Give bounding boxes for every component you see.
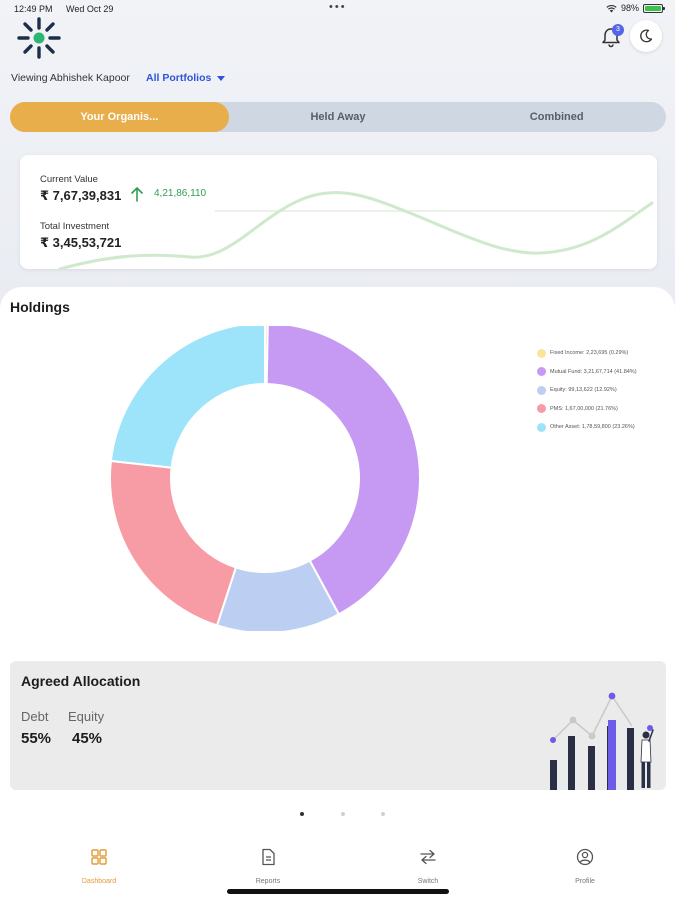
- gain-value: 4,21,86,110: [154, 188, 207, 199]
- person-figure: [640, 729, 654, 788]
- tab-your-organisation[interactable]: Your Organis...: [10, 102, 229, 132]
- battery-percent: 98%: [620, 3, 639, 13]
- page-dot-3[interactable]: [381, 812, 385, 816]
- debt-label: Debt: [21, 709, 49, 724]
- viewing-label: Viewing Abhishek Kapoor: [11, 72, 130, 84]
- battery-fill: [645, 5, 661, 11]
- battery-icon: [643, 3, 665, 13]
- legend-swatch: [537, 422, 546, 432]
- theme-toggle-button[interactable]: [630, 20, 662, 52]
- page-dot-1[interactable]: [300, 812, 304, 816]
- switch-icon: [420, 849, 436, 865]
- home-indicator: [227, 889, 449, 894]
- status-time: 12:49 PM: [14, 4, 53, 14]
- reports-icon: [262, 848, 275, 866]
- legend-item: Fixed Income: 2,23,695 (0.29%): [537, 344, 637, 363]
- total-investment-label: Total Investment: [40, 221, 110, 232]
- status-right: 98%: [606, 3, 665, 13]
- legend-label: PMS: 1,67,00,000 (21.76%): [550, 405, 618, 412]
- debt-value: 55%: [21, 730, 52, 747]
- equity-label: Equity: [68, 709, 105, 724]
- nav-dashboard-label: Dashboard: [81, 878, 117, 885]
- page-dot-2[interactable]: [341, 812, 345, 816]
- legend-label: Equity: 99,13,622 (12.92%): [550, 387, 617, 394]
- nav-switch-label: Switch: [417, 878, 439, 885]
- portfolio-selector-label: All Portfolios: [146, 72, 212, 84]
- nav-switch[interactable]: Switch: [383, 848, 473, 885]
- donut-slice-4[interactable]: [109, 326, 266, 469]
- total-investment-value: ₹ 3,45,53,721: [40, 235, 122, 250]
- nav-reports[interactable]: Reports: [223, 848, 313, 885]
- sparkline-line: [58, 191, 654, 269]
- nav-profile-label: Profile: [575, 878, 595, 885]
- profile-icon: [576, 848, 594, 866]
- nav-dashboard[interactable]: Dashboard: [54, 848, 144, 885]
- legend-label: Other Asset: 1,78,59,800 (23.26%): [550, 424, 635, 431]
- app-logo: [17, 17, 61, 59]
- portfolio-value-card[interactable]: Current Value ₹ 7,67,39,831 4,21,86,110 …: [20, 155, 657, 269]
- agreed-allocation-title: Agreed Allocation: [21, 673, 141, 689]
- dashboard-icon: [91, 849, 107, 865]
- legend-swatch: [537, 404, 546, 414]
- moon-icon: [640, 29, 653, 43]
- legend-item: Equity: 99,13,622 (12.92%): [537, 381, 637, 400]
- page-indicator: [0, 812, 675, 818]
- notification-badge: 3: [612, 24, 624, 36]
- holdings-title: Holdings: [10, 299, 70, 315]
- donut-slice-3[interactable]: [109, 459, 238, 627]
- nav-reports-label: Reports: [255, 878, 281, 885]
- growth-chart-illustration: [550, 692, 654, 790]
- legend-item: Other Asset: 1,78,59,800 (23.26%): [537, 418, 637, 437]
- current-value-label: Current Value: [40, 174, 98, 185]
- value-trend-sparkline: [58, 191, 654, 269]
- portfolio-selector[interactable]: All Portfolios: [146, 72, 226, 84]
- donut-slice-1[interactable]: [265, 326, 421, 616]
- multitasking-dots[interactable]: •••: [329, 1, 347, 13]
- holdings-legend: Fixed Income: 2,23,695 (0.29%) Mutual Fun…: [537, 344, 637, 437]
- status-bar: 12:49 PM Wed Oct 29 ••• 98%: [0, 0, 675, 18]
- bottom-navigation: Dashboard Reports Switch Profile: [0, 848, 675, 900]
- holdings-donut-chart[interactable]: [100, 326, 430, 631]
- legend-label: Fixed Income: 2,23,695 (0.29%): [550, 350, 629, 357]
- legend-item: Mutual Fund: 3,21,67,714 (41.84%): [537, 363, 637, 382]
- nav-profile[interactable]: Profile: [540, 848, 630, 885]
- current-value: ₹ 7,67,39,831: [40, 188, 122, 203]
- legend-swatch: [537, 367, 546, 377]
- legend-swatch: [537, 385, 546, 395]
- portfolio-tabs: Your Organis... Held Away Combined: [10, 102, 666, 132]
- arrow-up-icon: [131, 187, 143, 202]
- legend-swatch: [537, 348, 546, 358]
- equity-value: 45%: [72, 730, 103, 747]
- wifi-icon: [606, 4, 617, 12]
- tab-combined[interactable]: Combined: [529, 111, 584, 123]
- legend-label: Mutual Fund: 3,21,67,714 (41.84%): [550, 368, 637, 375]
- chevron-down-icon: [217, 76, 226, 81]
- tab-held-away[interactable]: Held Away: [310, 111, 366, 123]
- legend-item: PMS: 1,67,00,000 (21.76%): [537, 400, 637, 419]
- status-date: Wed Oct 29: [66, 4, 114, 14]
